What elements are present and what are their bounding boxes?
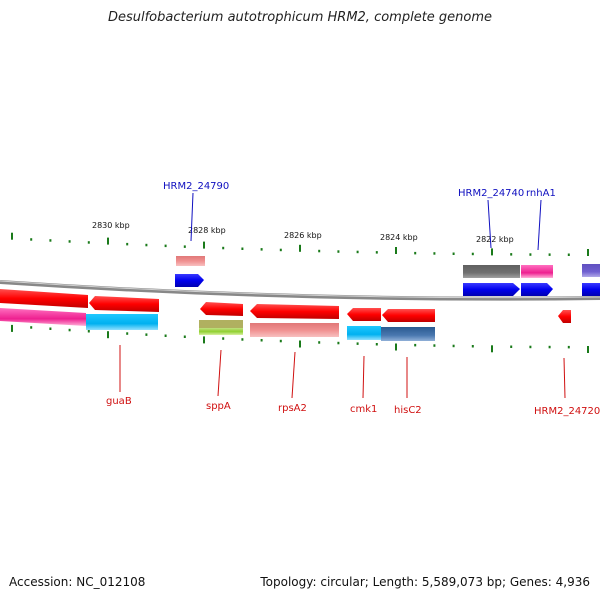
gene-label-rnhA1[interactable]: rnhA1	[526, 188, 556, 199]
scale-label: 2824 kbp	[380, 233, 418, 242]
gene-feature[interactable]	[199, 328, 243, 335]
leader-line	[563, 357, 566, 399]
gene-feature[interactable]	[0, 289, 88, 308]
leader-line	[362, 355, 365, 399]
genome-backbone-highlight	[0, 280, 600, 299]
gene-label-guaB[interactable]: guaB	[106, 396, 132, 407]
gene-label-rpsA2[interactable]: rpsA2	[278, 403, 307, 414]
gene-feature[interactable]	[347, 326, 381, 340]
gene-feature[interactable]	[382, 309, 435, 322]
genome-backbone	[0, 280, 600, 301]
leader-line	[537, 199, 542, 251]
gene-label-hisC2[interactable]: hisC2	[394, 405, 422, 416]
ticks-bottom	[11, 324, 589, 353]
gene-feature[interactable]	[582, 283, 600, 296]
gene-feature[interactable]	[347, 308, 381, 321]
topology-text: Topology: circular; Length: 5,589,073 bp…	[260, 575, 590, 589]
gene-feature[interactable]	[176, 256, 205, 266]
leader-line	[487, 199, 492, 249]
gene-feature[interactable]	[582, 264, 600, 277]
scale-label: 2828 kbp	[188, 226, 226, 235]
gene-label-HRM2_24720[interactable]: HRM2_24720	[534, 406, 600, 417]
gene-feature[interactable]	[86, 314, 158, 330]
gene-label-sppA[interactable]: sppA	[206, 401, 231, 412]
gene-feature[interactable]	[558, 310, 571, 323]
scale-label: 2830 kbp	[92, 221, 130, 230]
ticks-top	[11, 232, 589, 256]
scale-label: 2826 kbp	[284, 231, 322, 240]
accession-text: Accession: NC_012108	[9, 575, 146, 589]
gene-feature[interactable]	[463, 283, 520, 296]
gene-feature[interactable]	[200, 302, 243, 316]
leader-line	[291, 351, 296, 399]
gene-feature[interactable]	[175, 274, 204, 287]
gene-feature[interactable]	[89, 296, 159, 312]
gene-feature[interactable]	[250, 323, 339, 337]
map-title: Desulfobacterium autotrophicum HRM2, com…	[107, 10, 493, 25]
gene-label-HRM2_24740[interactable]: HRM2_24740	[458, 188, 524, 199]
gene-feature[interactable]	[463, 265, 520, 278]
gene-feature[interactable]	[521, 283, 553, 296]
scale-label: 2822 kbp	[476, 235, 514, 244]
leader-line	[190, 192, 194, 242]
gene-feature[interactable]	[0, 308, 86, 326]
gene-feature[interactable]	[381, 327, 435, 341]
gene-feature[interactable]	[250, 304, 339, 319]
gene-label-HRM2_24790[interactable]: HRM2_24790	[163, 181, 229, 192]
gene-label-cmk1[interactable]: cmk1	[350, 404, 377, 415]
gene-feature[interactable]	[199, 320, 243, 328]
leader-line	[217, 349, 222, 397]
gene-feature[interactable]	[521, 265, 553, 278]
